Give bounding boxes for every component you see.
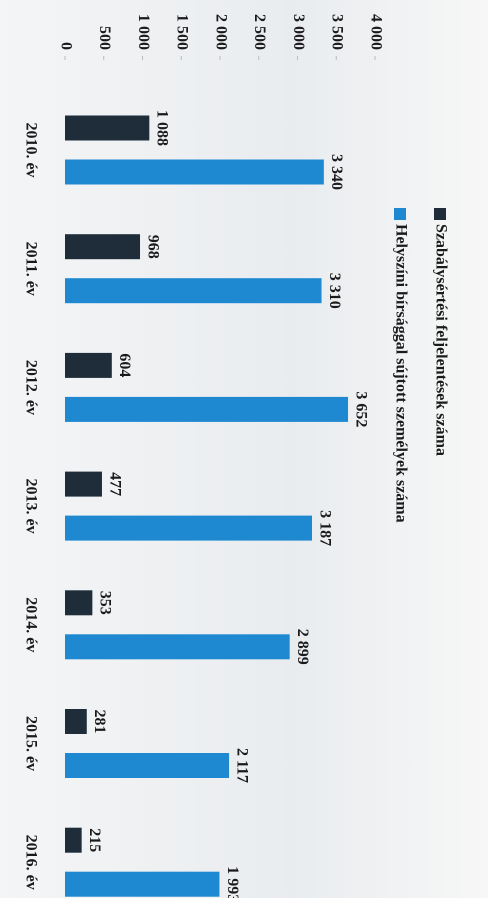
- value-label: 2 899: [294, 629, 311, 665]
- bar: [65, 278, 322, 304]
- legend-label: Szabálysértési feljelentések száma: [432, 224, 449, 456]
- x-tick-label: 2014. év: [22, 597, 39, 652]
- bar: [65, 827, 82, 853]
- value-label: 477: [106, 472, 123, 496]
- y-tick-label: 2 000: [212, 14, 229, 50]
- x-tick-label: 2011. év: [22, 242, 39, 296]
- value-label: 281: [91, 710, 108, 734]
- x-tick-label: 2016. év: [22, 835, 39, 890]
- y-tick-label: 1 500: [174, 14, 191, 50]
- value-label: 3 652: [352, 391, 369, 427]
- x-tick-label: 2015. év: [22, 716, 39, 771]
- y-tick-label: 3 500: [329, 14, 346, 50]
- x-tick-label: 2012. év: [22, 360, 39, 415]
- y-tick-label: 3 000: [290, 14, 307, 50]
- legend-swatch: [434, 208, 446, 220]
- y-tick-label: 1 000: [135, 14, 152, 50]
- bar: [64, 871, 220, 897]
- bar: [65, 515, 312, 541]
- bar: [65, 471, 102, 497]
- value-label: 3 310: [326, 273, 343, 309]
- bar: [64, 234, 141, 260]
- bar: [65, 115, 150, 141]
- y-tick-label: 4 000: [367, 14, 384, 50]
- value-label: 2 117: [233, 748, 250, 783]
- bar: [64, 709, 87, 734]
- bar: [64, 352, 112, 378]
- bar: [65, 590, 93, 616]
- y-tick-label: 500: [96, 26, 113, 50]
- bar: [65, 753, 230, 778]
- bar: [65, 396, 349, 422]
- value-label: 1 993: [224, 866, 241, 898]
- rotated-chart: 0 500 1 000 1 500 2 000 2 500 3 000 3 500 4 000 2…: [22, 14, 449, 898]
- x-tick-label: 2010. év: [22, 122, 39, 177]
- y-tick-label: 2 500: [251, 14, 268, 50]
- value-label: 968: [144, 235, 161, 259]
- value-label: 215: [86, 828, 103, 852]
- bar: [65, 159, 324, 185]
- value-label: 604: [116, 353, 133, 377]
- value-label: 3 340: [328, 154, 345, 190]
- y-tick-label: 0: [57, 42, 74, 50]
- legend-swatch: [394, 208, 406, 220]
- value-label: 1 088: [154, 110, 171, 146]
- legend-label: Helyszíni bírsággal sújtott személyek sz…: [392, 224, 409, 523]
- value-label: 353: [97, 591, 114, 615]
- bar: [65, 634, 290, 660]
- value-label: 3 187: [316, 510, 333, 546]
- x-tick-label: 2013. év: [22, 479, 39, 534]
